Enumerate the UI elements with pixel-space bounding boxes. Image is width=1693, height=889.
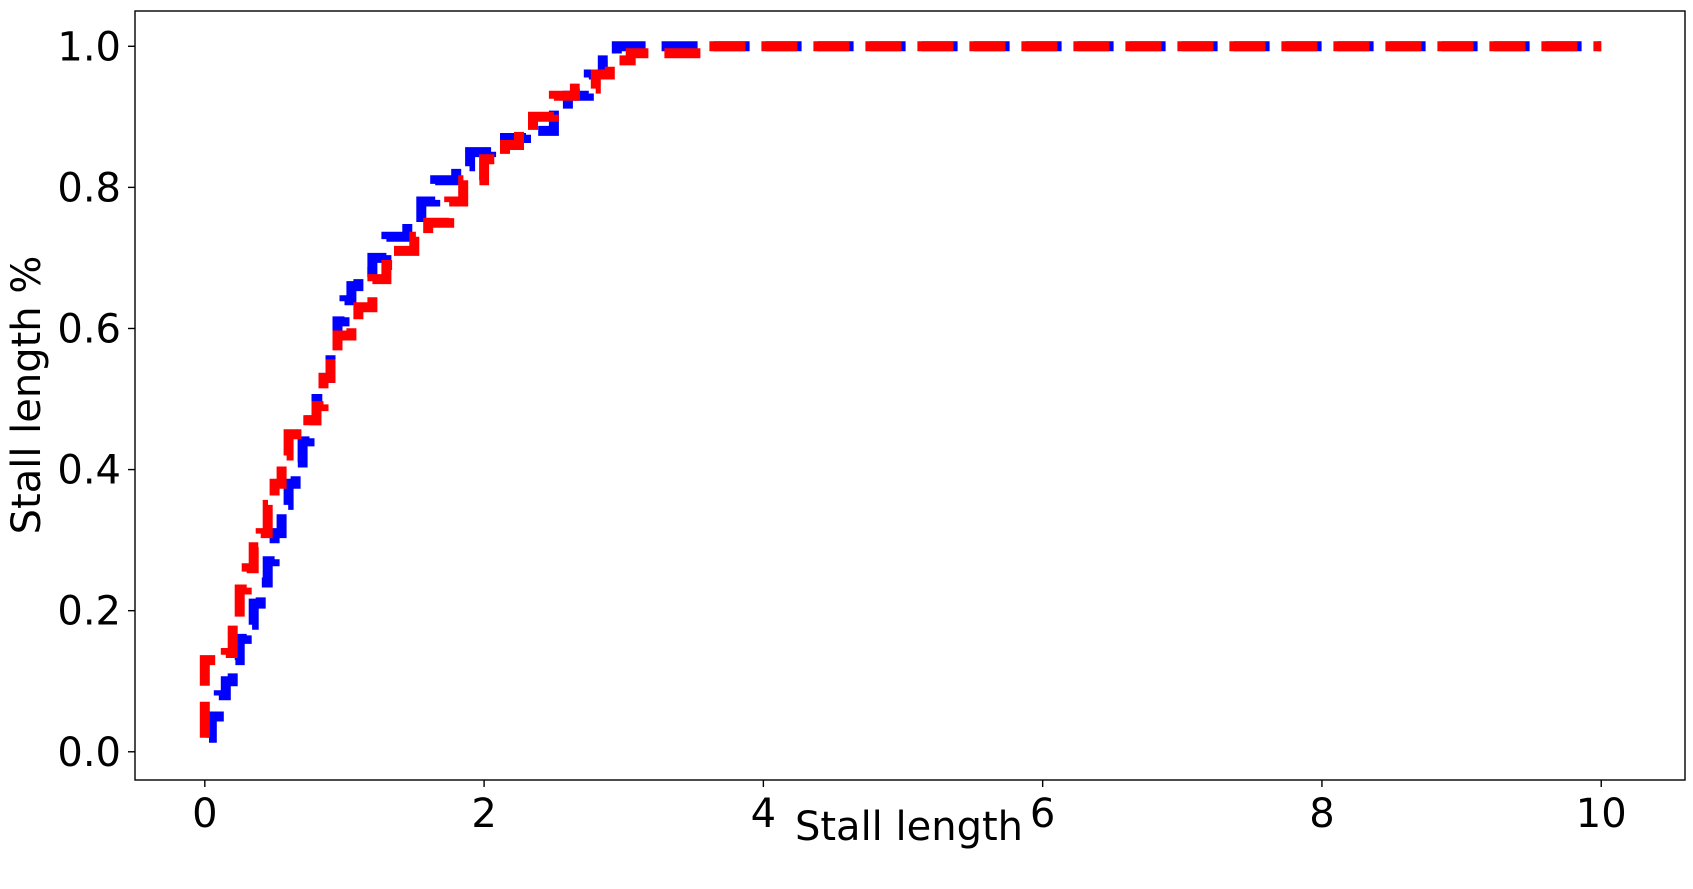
x-tick-label: 8 (1309, 791, 1334, 837)
y-tick-label: 0.8 (57, 165, 121, 211)
x-tick-label: 6 (1030, 791, 1055, 837)
y-tick-label: 0.0 (57, 730, 121, 776)
y-tick-label: 0.6 (57, 306, 121, 352)
series-layer (199, 41, 1602, 743)
series-line-2 (199, 41, 1602, 738)
x-tick-label: 2 (471, 791, 496, 837)
x-axis-label: Stall length (795, 804, 1023, 850)
y-axis-label: Stall length % (4, 256, 50, 535)
y-tick-label: 1.0 (57, 24, 121, 70)
y-tick-label: 0.2 (57, 589, 121, 635)
plot-area (134, 10, 1686, 781)
x-axis-ticks: 0 2 4 6 8 10 (192, 780, 1627, 837)
y-axis-ticks: 0.0 0.2 0.4 0.6 0.8 1.0 (57, 24, 135, 776)
x-tick-label: 0 (192, 791, 217, 837)
x-tick-label: 4 (751, 791, 776, 837)
y-tick-label: 0.4 (57, 448, 121, 494)
x-tick-label: 10 (1576, 791, 1627, 837)
